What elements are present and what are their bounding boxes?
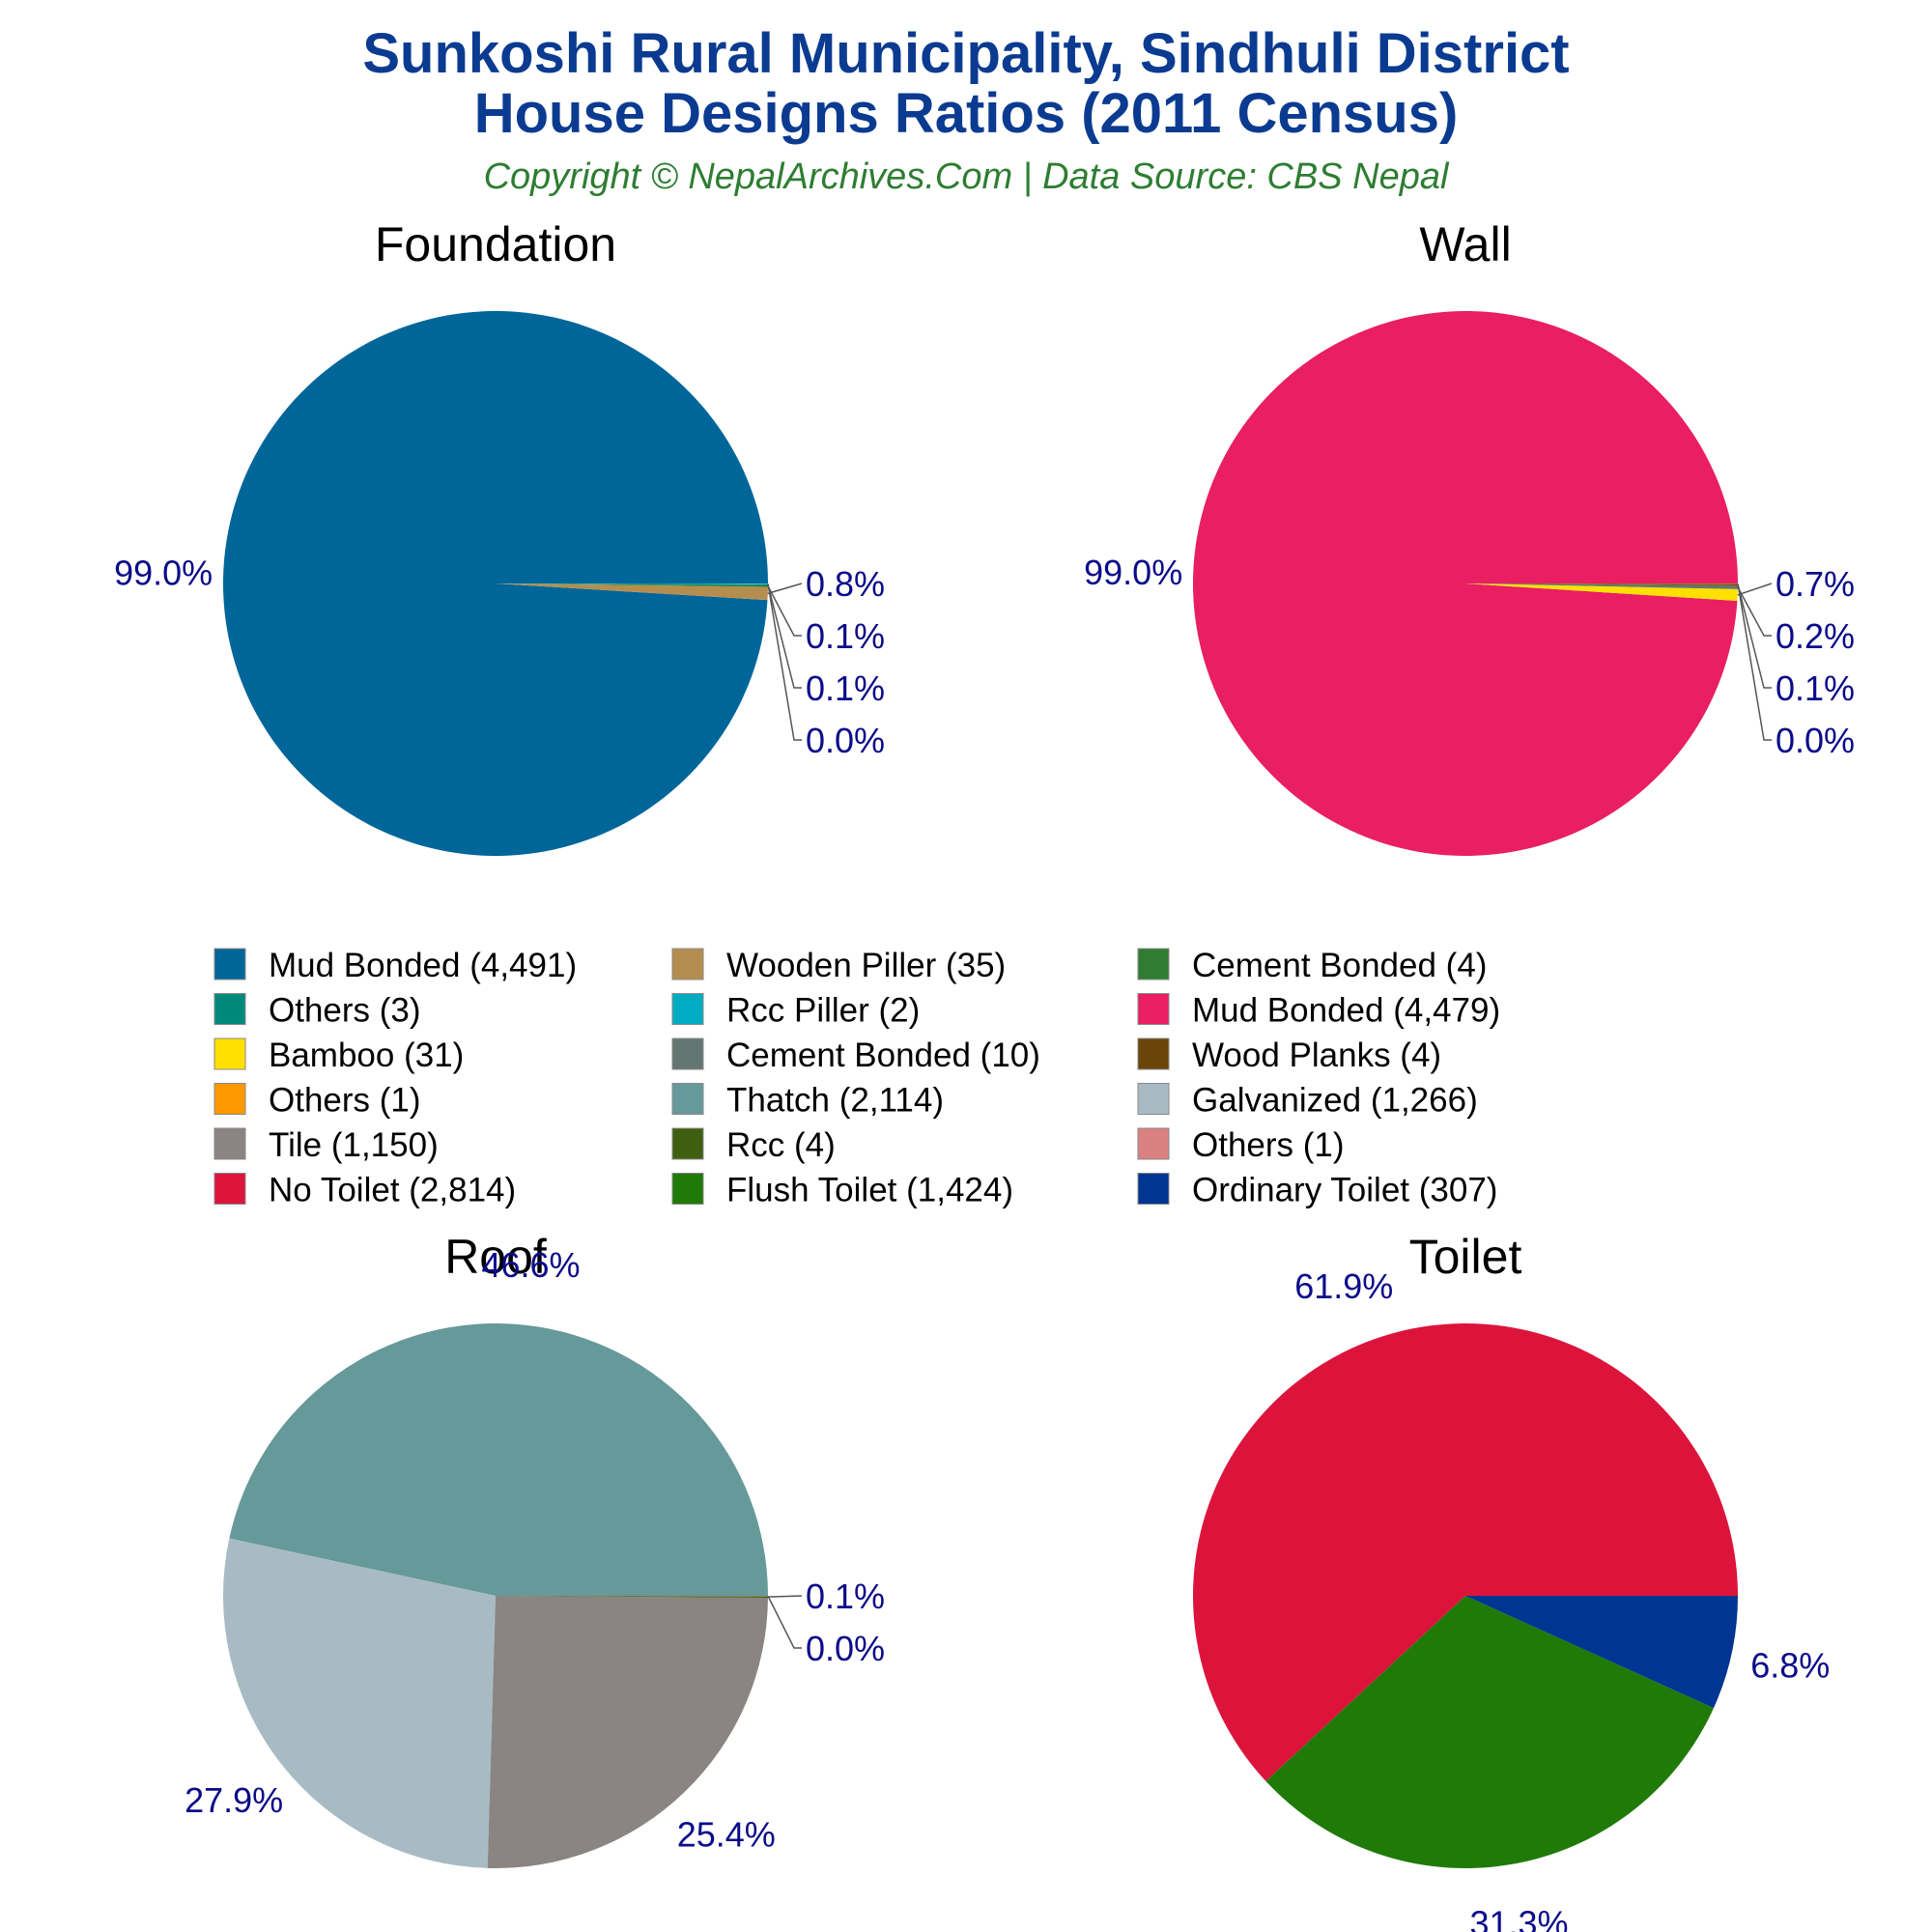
legend-label: Rcc (4) xyxy=(726,1126,836,1164)
legend-swatch xyxy=(1137,1037,1170,1070)
leader-line-foundation-rcc-piller xyxy=(767,583,802,741)
pct-label-foundation-others: 0.1% xyxy=(806,668,885,708)
chart-subtitle: Copyright © NepalArchives.Com | Data Sou… xyxy=(484,156,1450,197)
pct-label-foundation-cement-bonded: 0.1% xyxy=(806,616,885,656)
pct-label-wall-cement-bonded: 0.2% xyxy=(1776,616,1855,656)
leader-line-roof-others xyxy=(767,1595,802,1649)
legend-swatch xyxy=(671,1037,704,1070)
leader-line-wall-cement-bonded xyxy=(1737,586,1772,637)
legend-label: Others (3) xyxy=(269,992,421,1030)
legend-swatch xyxy=(213,1127,246,1160)
pie-slice-wall-mud-bonded xyxy=(1192,311,1738,857)
pie-chart-roof: Roof 46.6% 27.9% 25.4% 0.1% 0.0% xyxy=(185,1230,885,1868)
pie-slice-toilet-flush-toilet xyxy=(1265,1596,1714,1868)
legend-swatch xyxy=(1137,1127,1170,1160)
leader-line-roof-rcc xyxy=(767,1595,803,1598)
leader-line-wall-bamboo xyxy=(1737,582,1773,596)
pie-chart-wall: Wall 99.0% 0.7% 0.2% 0.1% 0.0% xyxy=(1084,217,1855,857)
pie-slice-foundation-mud-bonded xyxy=(222,311,768,857)
leader-line-foundation-others xyxy=(767,584,802,689)
pie-slice-toilet-ordinary-toilet xyxy=(1465,1596,1738,1709)
pct-label-roof-thatch: 46.6% xyxy=(481,1245,580,1285)
legend-swatch xyxy=(213,993,246,1025)
legend-swatch xyxy=(671,1083,704,1115)
pct-label-roof-rcc: 0.1% xyxy=(806,1577,885,1616)
pie-title-toilet: Toilet xyxy=(1409,1230,1522,1284)
pie-title-foundation: Foundation xyxy=(375,217,616,271)
pct-label-toilet-no-toilet: 61.9% xyxy=(1294,1266,1393,1306)
legend-label: Bamboo (31) xyxy=(269,1037,464,1074)
legend-swatch xyxy=(671,993,704,1025)
pct-label-roof-others: 0.0% xyxy=(806,1629,885,1668)
pie-slice-roof-rcc xyxy=(496,1596,768,1598)
legend-swatch xyxy=(213,1037,246,1070)
legend-swatch xyxy=(1137,1083,1170,1115)
legend-label: Ordinary Toilet (307) xyxy=(1192,1172,1497,1209)
legend-label: Tile (1,150) xyxy=(269,1126,439,1164)
pct-label-roof-tile: 25.4% xyxy=(677,1815,776,1855)
legend-swatch xyxy=(671,948,704,980)
pct-label-foundation-mud-bonded: 99.0% xyxy=(114,554,213,593)
legend-label: Thatch (2,114) xyxy=(726,1082,944,1120)
leader-line-wall-wood-planks xyxy=(1737,583,1772,689)
pie-slice-roof-galvanized xyxy=(223,1538,496,1868)
pct-label-wall-mud-bonded: 99.0% xyxy=(1084,553,1182,592)
legend-label: Wood Planks (4) xyxy=(1192,1037,1441,1074)
pct-label-toilet-flush-toilet: 31.3% xyxy=(1469,1903,1568,1932)
pct-label-wall-others: 0.0% xyxy=(1776,721,1855,760)
legend-swatch xyxy=(213,948,246,980)
pie-slice-wall-wood-planks xyxy=(1465,583,1738,585)
legend-swatch xyxy=(1137,948,1170,980)
leader-line-wall-others xyxy=(1737,583,1772,741)
legend-label: Galvanized (1,266) xyxy=(1192,1082,1478,1120)
pie-slice-wall-cement-bonded xyxy=(1465,583,1738,589)
pct-label-wall-bamboo: 0.7% xyxy=(1776,564,1855,604)
pie-slice-foundation-cement-bonded xyxy=(496,583,768,587)
legend-label: Others (1) xyxy=(269,1082,421,1120)
legend-label: Mud Bonded (4,479) xyxy=(1192,992,1500,1030)
leader-line-foundation-wooden-piller xyxy=(767,582,803,595)
chart-title-line2: House Designs Ratios (2011 Census) xyxy=(474,82,1459,145)
legend-label: Cement Bonded (4) xyxy=(1192,947,1487,984)
chart-title-line1: Sunkoshi Rural Municipality, Sindhuli Di… xyxy=(362,22,1569,85)
legend-label: Mud Bonded (4,491) xyxy=(269,947,577,984)
legend: Mud Bonded (4,491) Wooden Piller (35) Ceme… xyxy=(213,947,1500,1209)
legend-label: No Toilet (2,814) xyxy=(269,1172,516,1209)
legend-label: Wooden Piller (35) xyxy=(726,947,1006,984)
legend-label: Flush Toilet (1,424) xyxy=(726,1172,1013,1209)
pct-label-roof-galvanized: 27.9% xyxy=(185,1780,283,1820)
legend-swatch xyxy=(671,1173,704,1205)
pie-slice-roof-tile xyxy=(487,1596,768,1868)
pie-chart-toilet: Toilet 61.9% 31.3% 6.8% xyxy=(1193,1230,1830,1932)
pie-title-wall: Wall xyxy=(1419,217,1511,271)
legend-swatch xyxy=(213,1083,246,1115)
pie-slice-foundation-wooden-piller xyxy=(496,583,768,601)
pct-label-foundation-rcc-piller: 0.0% xyxy=(806,721,885,760)
pie-title-roof: Roof xyxy=(444,1230,547,1284)
legend-label: Others (1) xyxy=(1192,1126,1345,1164)
legend-swatch xyxy=(671,1127,704,1160)
leader-line-foundation-cement-bonded xyxy=(767,585,802,637)
pie-slice-foundation-rcc-piller xyxy=(496,583,768,584)
pie-slice-roof-thatch xyxy=(229,1323,768,1596)
legend-swatch xyxy=(1137,1173,1170,1205)
pie-chart-foundation: Foundation 99.0% 0.8% 0.1% 0.1% 0.0% xyxy=(114,217,885,857)
pct-label-foundation-wooden-piller: 0.8% xyxy=(806,564,885,604)
pct-label-wall-wood-planks: 0.1% xyxy=(1776,668,1855,708)
pie-slice-toilet-no-toilet xyxy=(1193,1322,1739,1781)
legend-swatch xyxy=(1137,993,1170,1025)
legend-label: Cement Bonded (10) xyxy=(726,1037,1040,1074)
legend-swatch xyxy=(213,1173,246,1205)
pie-slice-wall-bamboo xyxy=(1465,583,1738,601)
pie-slice-foundation-others xyxy=(496,583,768,585)
pct-label-toilet-ordinary-toilet: 6.8% xyxy=(1750,1645,1830,1685)
legend-label: Rcc Piller (2) xyxy=(726,992,920,1030)
